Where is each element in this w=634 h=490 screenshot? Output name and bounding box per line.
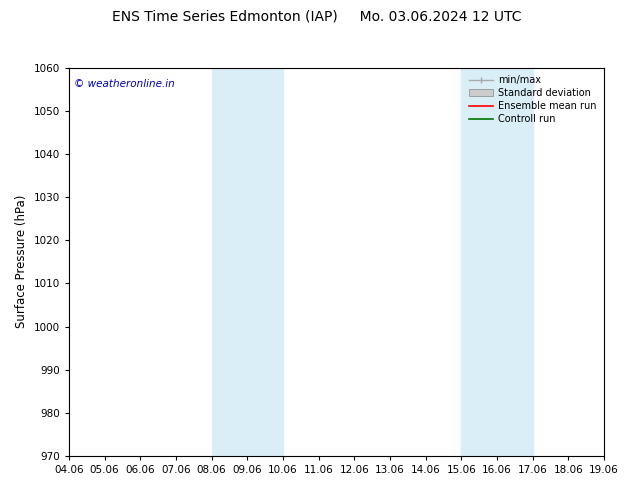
Y-axis label: Surface Pressure (hPa): Surface Pressure (hPa): [15, 195, 28, 328]
Text: ENS Time Series Edmonton (IAP)     Mo. 03.06.2024 12 UTC: ENS Time Series Edmonton (IAP) Mo. 03.06…: [112, 10, 522, 24]
Bar: [212, 68, 283, 456]
Legend: min/max, Standard deviation, Ensemble mean run, Controll run: min/max, Standard deviation, Ensemble me…: [466, 73, 599, 127]
Text: © weatheronline.in: © weatheronline.in: [74, 79, 175, 89]
Bar: [462, 68, 533, 456]
